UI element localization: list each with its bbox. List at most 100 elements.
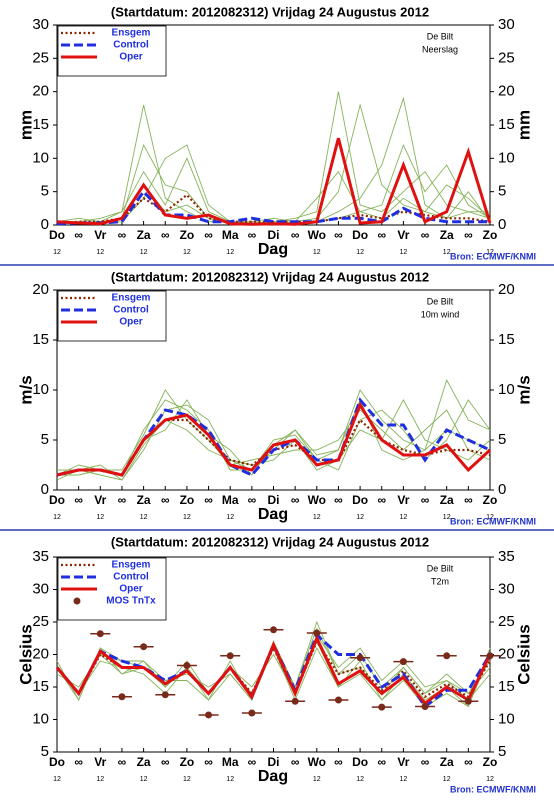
x-tick-label: ∞	[204, 228, 213, 242]
x-tick-label: Ma	[222, 755, 239, 769]
chart-title: (Startdatum: 2012082312) Vrijdag 24 Augu…	[111, 4, 429, 19]
y-tick-label: 0	[41, 216, 49, 233]
x-sub-label: 12	[226, 514, 234, 521]
x-tick-label: ∞	[161, 228, 170, 242]
x-sub-label: 12	[53, 514, 61, 521]
x-tick-label: Za	[440, 228, 454, 242]
x-sub-label: 12	[443, 249, 451, 256]
x-tick-label: Wo	[308, 755, 326, 769]
y2-tick-label: 15	[498, 116, 515, 133]
y-tick-label: 10	[32, 381, 49, 398]
y2-tick-label: 5	[498, 743, 506, 760]
y2-axis-title: Celsius	[514, 624, 533, 684]
x-sub-label: 12	[443, 776, 451, 783]
y-axis-title: Celsius	[16, 624, 35, 684]
x-tick-label: Di	[268, 493, 280, 507]
x-sub-label: 12	[443, 514, 451, 521]
x-tick-label: Do	[352, 228, 368, 242]
x-sub-label: 12	[400, 776, 408, 783]
x-tick-label: Do	[352, 493, 368, 507]
x-tick-label: Do	[49, 228, 65, 242]
x-sub-label: 12	[400, 249, 408, 256]
y2-tick-label: 25	[498, 613, 515, 630]
y-axis-title: m/s	[16, 375, 35, 404]
x-tick-label: ∞	[118, 228, 127, 242]
x-tick-label: Vr	[397, 493, 409, 507]
location: De Bilt	[427, 31, 454, 41]
y2-tick-label: 0	[498, 216, 506, 233]
x-tick-label: ∞	[204, 755, 213, 769]
y2-tick-label: 35	[498, 548, 515, 565]
x-tick-label: Do	[49, 755, 65, 769]
mos-point	[291, 697, 299, 705]
x-tick-label: Zo	[483, 493, 498, 507]
x-sub-label: 12	[270, 514, 278, 521]
x-tick-label: ∞	[74, 493, 83, 507]
mos-point	[443, 652, 451, 660]
x-tick-label: Do	[352, 755, 368, 769]
x-tick-label: ∞	[421, 228, 430, 242]
mos-point	[96, 630, 104, 638]
x-sub-label: 12	[486, 776, 494, 783]
x-tick-label: ∞	[334, 493, 343, 507]
x-tick-label: Za	[137, 228, 151, 242]
x-axis-title: Dag	[258, 506, 288, 523]
y2-tick-label: 20	[498, 281, 515, 298]
x-tick-label: Di	[268, 228, 280, 242]
y-tick-label: 25	[32, 613, 49, 630]
chart-title: (Startdatum: 2012082312) Vrijdag 24 Augu…	[111, 534, 429, 549]
x-tick-label: ∞	[377, 228, 386, 242]
variable: 10m wind	[421, 309, 460, 319]
y-tick-label: 15	[32, 331, 49, 348]
y2-tick-label: 20	[498, 645, 515, 662]
y2-tick-label: 30	[498, 16, 515, 33]
x-tick-label: ∞	[74, 228, 83, 242]
y2-tick-label: 0	[498, 481, 506, 498]
x-tick-label: ∞	[291, 755, 300, 769]
legend-box	[57, 290, 167, 342]
y2-tick-label: 30	[498, 580, 515, 597]
mos-point	[313, 629, 321, 637]
x-sub-label: 12	[313, 249, 321, 256]
x-tick-label: Zo	[180, 228, 195, 242]
y-tick-label: 15	[32, 678, 49, 695]
y2-tick-label: 10	[498, 710, 515, 727]
mos-point	[205, 711, 213, 719]
x-tick-label: ∞	[118, 755, 127, 769]
series-line	[55, 634, 492, 706]
x-tick-label: Di	[268, 755, 280, 769]
ensemble-member	[57, 399, 491, 481]
mos-point	[183, 662, 191, 670]
x-sub-label: 12	[400, 514, 408, 521]
x-tick-label: Zo	[483, 755, 498, 769]
legend-label: Ensgem	[112, 560, 151, 571]
x-tick-label: Vr	[397, 755, 409, 769]
ensemble-member	[57, 389, 491, 476]
x-sub-label: 12	[183, 514, 191, 521]
mos-point	[399, 658, 407, 666]
location: De Bilt	[427, 296, 454, 306]
y-tick-label: 30	[32, 580, 49, 597]
x-tick-label: ∞	[421, 755, 430, 769]
legend-label: Oper	[119, 52, 142, 63]
x-sub-label: 12	[140, 776, 148, 783]
x-sub-label: 12	[313, 514, 321, 521]
series-line	[56, 401, 492, 477]
x-tick-label: ∞	[377, 755, 386, 769]
ensemble-member	[56, 634, 491, 695]
x-axis-title: Dag	[258, 241, 288, 258]
x-tick-label: ∞	[291, 228, 300, 242]
y-tick-label: 5	[41, 431, 49, 448]
chart-title: (Startdatum: 2012082312) Vrijdag 24 Augu…	[111, 269, 429, 284]
series-line	[56, 189, 490, 226]
x-tick-label: Ma	[222, 493, 239, 507]
legend-box	[57, 25, 167, 77]
mos-point	[334, 696, 342, 704]
y-tick-label: 20	[32, 83, 49, 100]
x-tick-label: Za	[440, 755, 454, 769]
source: Bron: ECMWF/KNMI	[450, 251, 536, 261]
y2-axis-title: mm	[514, 110, 533, 140]
x-tick-label: ∞	[334, 755, 343, 769]
y2-axis-title: m/s	[514, 375, 533, 404]
